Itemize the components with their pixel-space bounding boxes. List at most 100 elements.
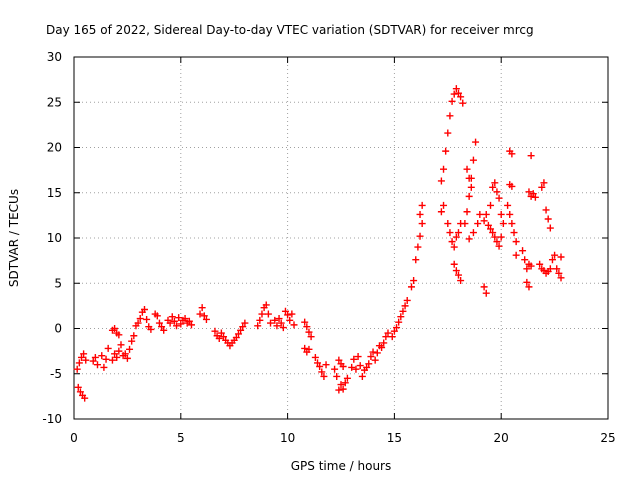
data-point [403,296,411,304]
data-point [314,359,322,367]
data-point [452,85,460,93]
data-point [469,156,477,164]
data-point [262,301,270,309]
data-point [523,265,531,273]
data-point [173,322,181,330]
data-point [542,206,550,214]
data-point [489,229,497,237]
y-tick-label: 20 [47,141,62,155]
data-point [108,356,116,364]
data-point [158,323,166,331]
y-tick-label: -5 [50,367,62,381]
data-point [465,174,473,182]
y-tick-label: 25 [47,95,62,109]
data-point [493,238,501,246]
data-point [123,354,131,362]
data-point [401,302,409,310]
data-point [416,232,424,240]
data-point [557,274,565,282]
data-point [525,188,533,196]
y-tick-label: 15 [47,186,62,200]
data-point [335,356,343,364]
data-point [527,262,535,270]
data-point [113,353,121,361]
data-point [499,220,507,228]
data-point [448,238,456,246]
data-point [215,334,223,342]
data-point [175,314,183,322]
data-point [463,208,471,216]
x-tick-label: 25 [600,431,615,445]
data-point [160,326,168,334]
data-point [440,201,448,209]
data-point [258,310,266,318]
data-point [388,333,396,341]
data-point [337,381,345,389]
data-point [495,194,503,202]
grid-lines [74,57,608,419]
data-point [493,188,501,196]
data-point [128,337,136,345]
data-point [301,344,309,352]
data-point [305,345,313,353]
data-point [73,365,81,373]
data-point [459,99,467,107]
data-point [457,93,465,101]
data-point [454,89,462,97]
data-point [198,304,206,312]
data-point [442,147,450,155]
x-axis-label: GPS time / hours [291,459,392,473]
data-point [440,165,448,173]
data-point [80,350,88,358]
data-point [322,361,330,369]
data-point [444,129,452,137]
data-point [89,357,97,365]
data-point [286,316,294,324]
data-point [168,313,176,321]
data-point [331,365,339,373]
data-point [343,374,351,382]
y-tick-label: 30 [47,50,62,64]
data-point [508,220,516,228]
x-tick-label: 20 [494,431,509,445]
data-point [476,210,484,218]
data-point [187,321,195,329]
data-point [264,310,272,318]
data-point [410,277,418,285]
data-point [512,251,520,259]
data-point [232,334,240,342]
data-point [461,220,469,228]
data-point [397,313,405,321]
x-tick-label: 0 [70,431,78,445]
data-point [177,320,185,328]
data-point [371,356,379,364]
y-axis-label: SDTVAR / TECUs [7,189,21,287]
data-point [414,243,422,251]
data-point [504,201,512,209]
data-point [130,332,138,340]
data-point [437,177,445,185]
data-point [102,355,110,363]
data-point [482,210,490,218]
data-point [211,327,219,335]
data-point [469,229,477,237]
data-point [111,350,119,358]
data-point [350,355,358,363]
x-tick-label: 10 [280,431,295,445]
data-point [446,229,454,237]
data-point [281,307,289,315]
data-point [529,190,537,198]
data-point [538,183,546,191]
data-point [382,333,390,341]
data-point [480,217,488,225]
data-point [91,353,99,361]
data-point [367,353,375,361]
data-point [318,368,326,376]
data-point [557,253,565,261]
data-point [200,312,208,320]
x-tick-label: 15 [387,431,402,445]
data-point [484,221,492,229]
data-point [311,353,319,361]
data-point [275,315,283,323]
data-point [333,372,341,380]
